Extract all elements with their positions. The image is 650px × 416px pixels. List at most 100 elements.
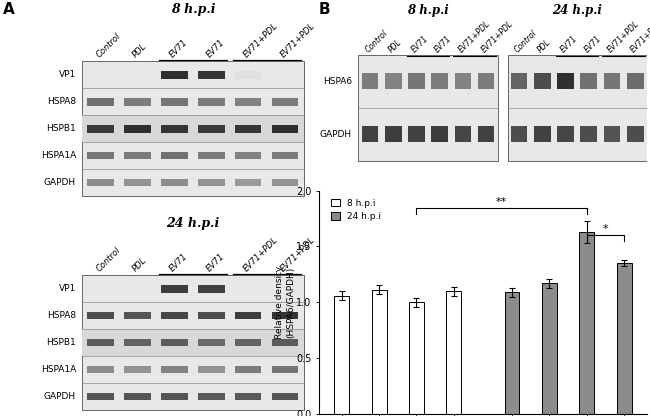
Bar [124, 152, 151, 159]
Bar [272, 366, 298, 373]
Bar [362, 126, 378, 142]
Bar [198, 339, 224, 347]
Bar [272, 179, 298, 186]
Bar [87, 339, 114, 347]
Text: EV71: EV71 [168, 38, 190, 59]
Text: VP1: VP1 [58, 284, 76, 293]
Text: **: ** [496, 197, 507, 207]
Bar [557, 126, 574, 142]
Bar [198, 179, 224, 186]
Text: HSPA6: HSPA6 [323, 77, 352, 86]
Bar [447, 291, 461, 414]
Bar [161, 125, 188, 133]
Bar [580, 126, 597, 142]
Bar [504, 292, 519, 414]
Bar [534, 126, 551, 142]
Bar [198, 98, 224, 106]
Bar [87, 98, 114, 106]
Bar [478, 73, 495, 89]
Bar [161, 98, 188, 106]
Text: *: * [603, 224, 608, 234]
Bar [161, 366, 188, 373]
Bar [511, 126, 528, 142]
Bar [542, 283, 557, 414]
Bar [198, 366, 224, 373]
Text: EV71: EV71 [434, 34, 454, 54]
Text: EV71: EV71 [168, 252, 190, 273]
Bar [198, 285, 224, 292]
Text: 24 h.p.i: 24 h.p.i [552, 4, 602, 17]
Text: PDL: PDL [131, 42, 149, 59]
Text: HSPB1: HSPB1 [46, 124, 76, 133]
Bar [87, 393, 114, 400]
Text: EV71: EV71 [582, 34, 603, 54]
Bar [580, 73, 597, 89]
Text: EV71: EV71 [205, 38, 227, 59]
Bar [408, 126, 425, 142]
Text: EV71: EV71 [559, 34, 580, 54]
Bar [87, 125, 114, 133]
Text: GAPDH: GAPDH [320, 130, 352, 139]
Text: 8 h.p.i: 8 h.p.i [170, 3, 215, 16]
Bar [124, 393, 151, 400]
Bar [272, 98, 298, 106]
Bar [627, 126, 644, 142]
Bar [432, 126, 448, 142]
Bar [87, 179, 114, 186]
Text: PDL: PDL [387, 37, 404, 54]
Bar [604, 73, 620, 89]
Bar [235, 152, 261, 159]
Bar [87, 366, 114, 373]
Bar [198, 152, 224, 159]
Bar [334, 295, 349, 414]
Bar [508, 55, 647, 161]
Bar [534, 73, 551, 89]
Text: HSPA8: HSPA8 [47, 311, 76, 320]
Text: Control: Control [513, 28, 539, 54]
Bar [272, 393, 298, 400]
Bar [161, 312, 188, 319]
Bar [272, 125, 298, 133]
Text: B: B [318, 2, 330, 17]
Bar [409, 302, 424, 414]
Text: EV71+PDL: EV71+PDL [279, 235, 317, 273]
Bar [87, 152, 114, 159]
Bar [161, 179, 188, 186]
Text: EV71+PDL: EV71+PDL [242, 235, 280, 273]
Bar [198, 312, 224, 319]
Bar [82, 115, 304, 142]
Bar [198, 393, 224, 400]
Text: HSPB1: HSPB1 [46, 338, 76, 347]
Bar [272, 71, 298, 79]
Bar [627, 73, 644, 89]
Bar [124, 339, 151, 347]
Text: PDL: PDL [131, 255, 149, 273]
Bar [385, 73, 402, 89]
Text: HSPA1A: HSPA1A [41, 151, 76, 160]
Bar [454, 126, 471, 142]
Bar [235, 98, 261, 106]
Bar [372, 290, 387, 414]
Text: GAPDH: GAPDH [44, 178, 76, 187]
Text: EV71+PDL: EV71+PDL [456, 19, 492, 54]
Text: Control: Control [94, 32, 122, 59]
Bar [604, 126, 620, 142]
Bar [124, 98, 151, 106]
Text: Control: Control [94, 245, 122, 273]
Bar [511, 73, 528, 89]
Legend: 8 h.p.i, 24 h.p.i: 8 h.p.i, 24 h.p.i [327, 195, 384, 225]
Bar [82, 275, 304, 410]
Bar [124, 179, 151, 186]
Bar [235, 339, 261, 347]
Bar [272, 339, 298, 347]
Text: EV71+PDL: EV71+PDL [279, 21, 317, 59]
Text: EV71+PDL: EV71+PDL [242, 21, 280, 59]
Text: 8 h.p.i: 8 h.p.i [407, 4, 449, 17]
Bar [198, 125, 224, 133]
Text: VP1: VP1 [58, 70, 76, 79]
Text: EV71: EV71 [205, 252, 227, 273]
Text: Control: Control [364, 28, 390, 54]
Bar [557, 73, 574, 89]
Bar [362, 73, 378, 89]
Text: PDL: PDL [536, 37, 552, 54]
